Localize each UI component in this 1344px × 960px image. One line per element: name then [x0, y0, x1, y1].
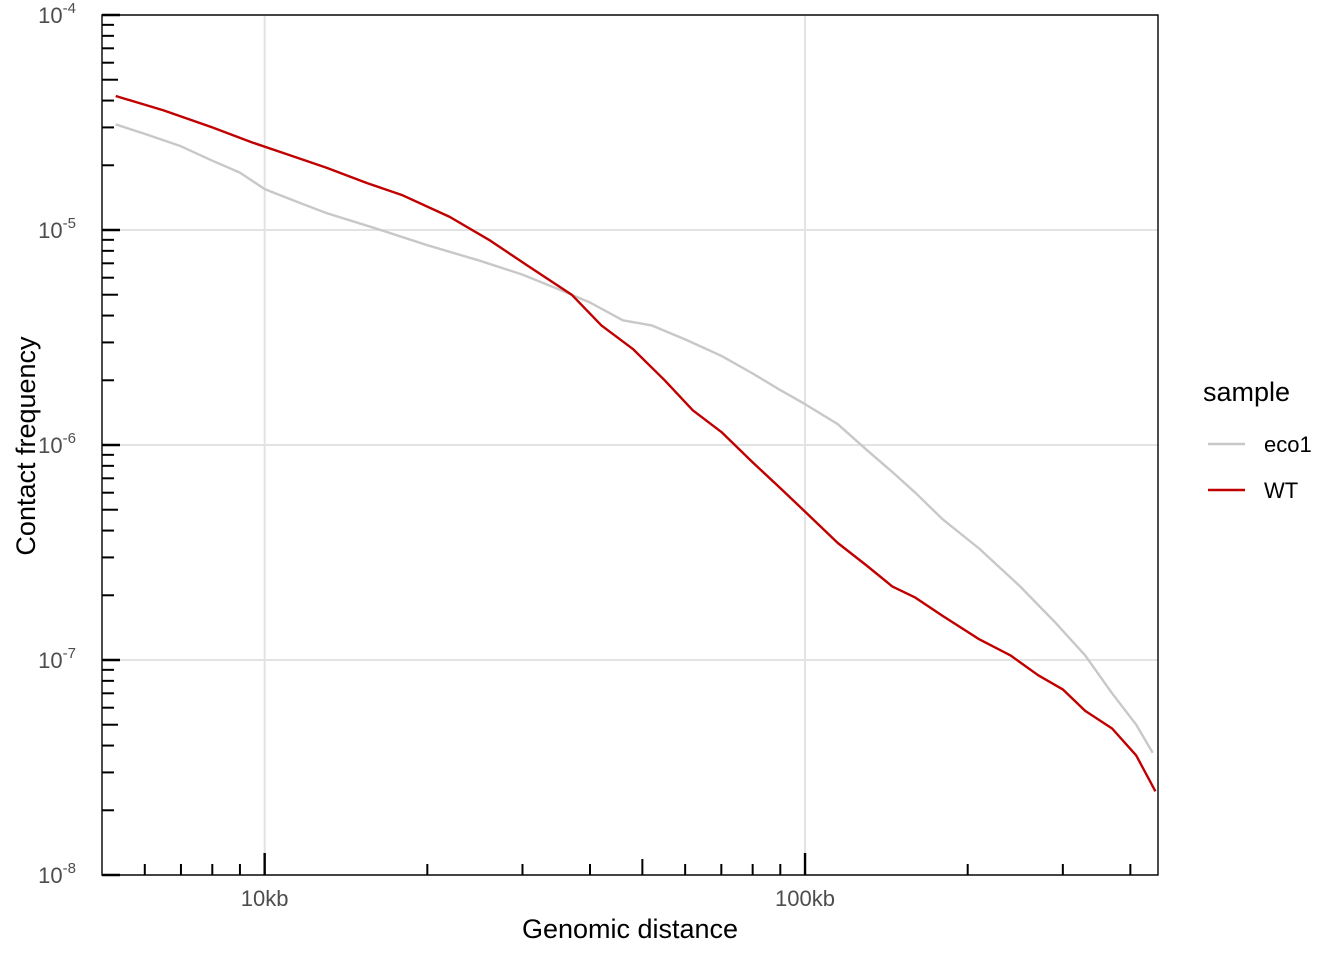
y-tick-label: 10-6 [38, 430, 76, 458]
x-tick-label: 100kb [775, 886, 835, 911]
tick-labels: 10-4 10-5 10-6 10-7 10-8 10kb 100kb [38, 0, 835, 911]
legend-items: eco1 WT [1208, 432, 1312, 503]
series-line-wt [115, 94, 1157, 792]
axis-ticks [102, 13, 1132, 877]
x-tick-label: 10kb [241, 886, 289, 911]
y-tick-label: 10-7 [38, 645, 76, 673]
series-line-eco1 [115, 123, 1154, 754]
legend: sample eco1 WT [1203, 377, 1312, 503]
legend-label-wt: WT [1264, 478, 1298, 503]
series-lines [115, 94, 1157, 792]
y-axis-title: Contact frequency [11, 336, 41, 556]
y-tick-label: 10-5 [38, 215, 76, 243]
legend-label-eco1: eco1 [1264, 432, 1312, 457]
y-tick-label: 10-4 [38, 0, 76, 28]
legend-title: sample [1203, 377, 1290, 407]
x-axis-title: Genomic distance [522, 914, 738, 944]
y-tick-label: 10-8 [38, 860, 76, 888]
